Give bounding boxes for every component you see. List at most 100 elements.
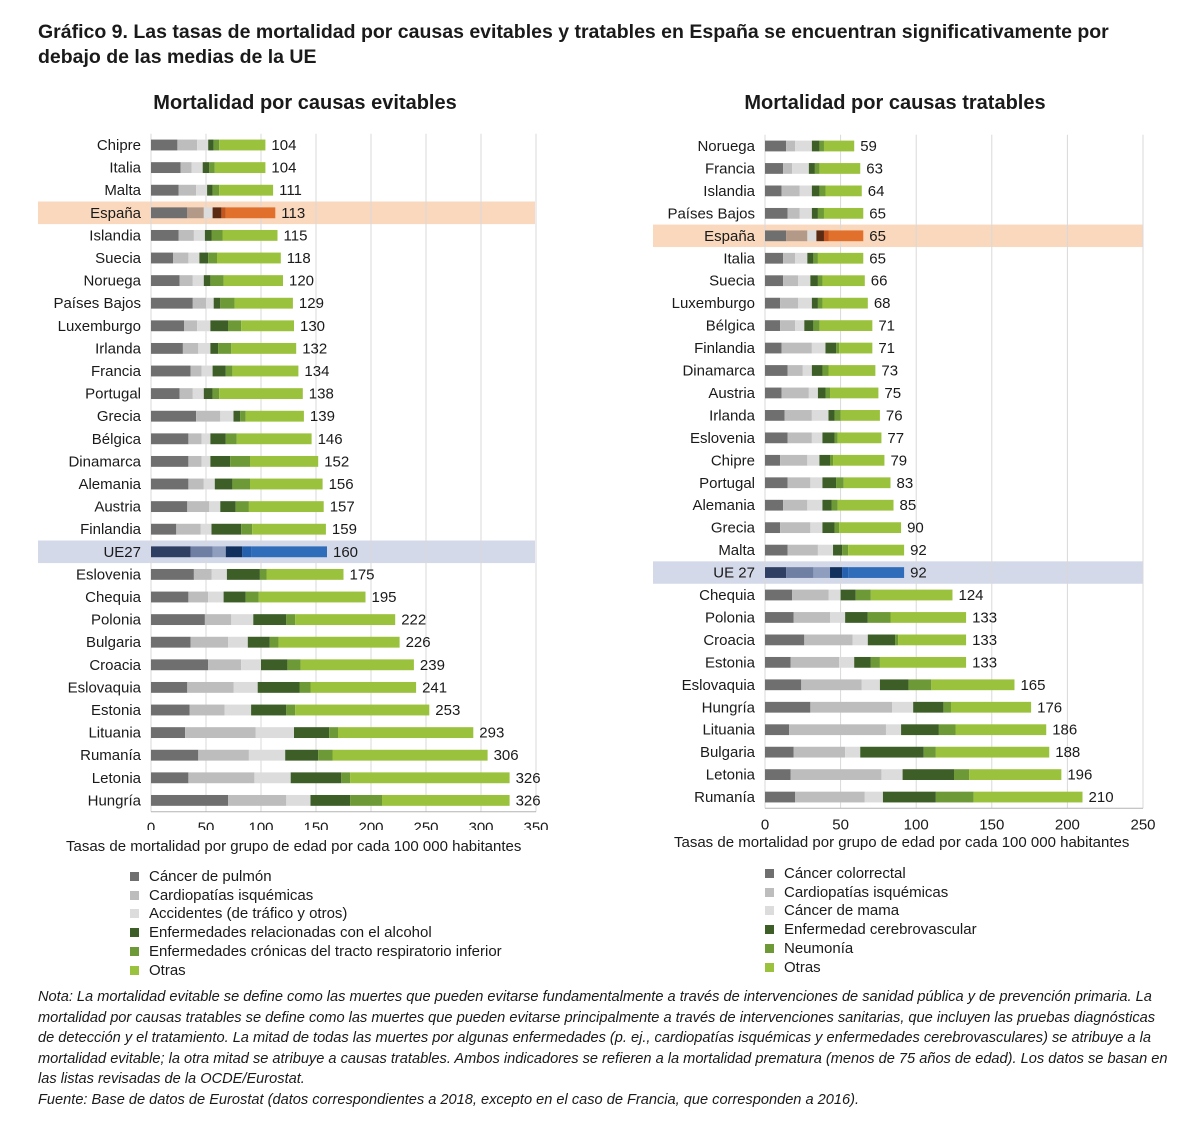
category-label: España [704,228,756,245]
total-label: 134 [304,363,329,380]
total-label: 71 [878,340,895,357]
legend-swatch [130,871,139,881]
bar-segment [834,522,840,534]
bar-segment [286,704,296,716]
total-label: 68 [874,295,891,312]
total-label: 239 [420,657,445,674]
category-label: Chipre [711,452,755,469]
bar-segment [318,749,333,761]
bar-segment [765,207,788,219]
bar-segment [781,185,800,197]
total-label: 92 [910,542,927,559]
legend-swatch [765,906,774,916]
bar-segment [819,320,873,331]
bar-segment [833,544,843,556]
bar-segment [151,139,178,151]
bar-segment [786,567,814,578]
category-label: Suecia [709,273,756,290]
category-label: Estonia [705,654,756,671]
bar-segment [836,477,844,489]
bar-segment [254,772,291,784]
category-label: Dinamarca [682,363,755,380]
bar-segment [253,614,287,626]
bar-segment [208,252,217,264]
bar-segment [211,229,223,241]
legend-label: Enfermedad cerebrovascular [784,921,977,939]
total-label: 113 [281,205,305,222]
bar-segment [923,746,936,758]
category-label: Alemania [78,476,141,493]
tick-label: 300 [468,820,493,830]
bar-segment [250,478,323,490]
category-label: Luxemburgo [58,318,141,335]
bar-segment [780,522,811,534]
category-label: Grecia [97,408,142,425]
bar-segment [819,163,861,174]
bar-segment [208,659,242,671]
bar-segment [218,342,232,354]
bar-segment [234,297,293,309]
bar-segment [151,659,209,671]
category-label: Portugal [699,475,755,492]
legend-evitables: Cáncer de pulmón Cardiopatías isquémicas… [130,867,502,980]
bar-segment [840,410,880,421]
bar-segment [213,297,221,309]
bar-segment [213,139,220,151]
bar-segment [220,410,234,422]
bar-segment [765,522,781,534]
bar-segment [798,297,812,309]
total-label: 92 [910,565,927,582]
bar-segment [765,387,782,399]
bar-segment [807,230,817,242]
bar-segment [211,523,242,535]
category-label: Polonia [705,609,756,626]
bar-segment [240,410,246,422]
category-label: UE 27 [713,565,755,582]
bar-segment [287,659,301,671]
bar-segment [793,612,831,623]
bar-segment [176,523,201,535]
total-label: 138 [309,386,334,403]
total-label: 83 [896,475,913,492]
bar-segment [765,701,811,713]
bar-segment [817,387,826,399]
legend-item: Enfermedades crónicas del tracto respira… [130,942,502,961]
category-label: UE27 [103,544,141,561]
total-label: 65 [869,205,886,222]
bar-segment [813,252,818,264]
bar-segment [935,746,1050,758]
total-label: 65 [869,250,886,267]
bar-segment [151,681,188,693]
legend-label: Cáncer de mama [784,902,900,920]
bar-segment [792,589,829,601]
category-label: Luxemburgo [672,295,755,312]
legend-swatch [765,925,774,935]
bar-segment [206,297,214,309]
bar-segment [151,614,205,626]
total-label: 118 [287,250,311,267]
total-label: 75 [884,385,901,402]
category-label: Austria [94,499,141,516]
bar-segment [845,612,868,623]
bar-segment [819,140,824,152]
bar-segment [266,568,344,580]
total-label: 66 [871,273,888,290]
bar-segment [269,636,279,648]
bar-segment [765,252,784,264]
legend-label: Neumonía [784,940,854,958]
total-label: 152 [324,453,349,470]
bar-segment [191,162,203,174]
bar-segment [837,499,894,511]
total-label: 111 [279,182,302,199]
total-label: 115 [284,227,308,244]
bar-segment [204,229,212,241]
bar-segment [190,546,213,558]
bar-segment [182,342,199,354]
bar-segment [151,704,190,716]
bar-segment [286,794,311,806]
bar-segment [852,634,868,646]
bar-segment [823,140,855,152]
bar-segment [943,701,951,713]
bar-segment [833,454,885,466]
bar-segment [822,365,829,376]
